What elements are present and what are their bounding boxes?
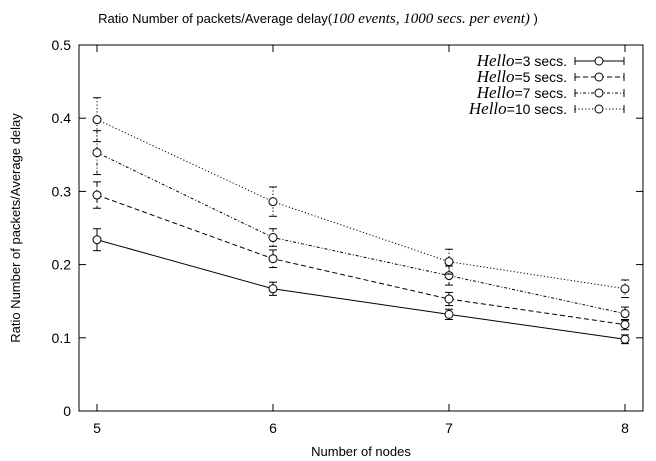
legend-label-italic: Hello bbox=[468, 99, 507, 118]
legend-label-rest: =7 secs. bbox=[514, 85, 567, 101]
data-point bbox=[444, 309, 454, 319]
plot-axes: 0 0.1 0.2 0.3 0.4 0.5 5 6 7 8 bbox=[52, 37, 644, 436]
data-point bbox=[268, 233, 278, 243]
y-tick-label: 0.2 bbox=[52, 257, 72, 273]
legend-label: Hello=10 secs. bbox=[468, 99, 567, 118]
legend-label: Hello=3 secs. bbox=[476, 51, 567, 70]
data-point bbox=[92, 115, 102, 125]
legend-label: Hello=7 secs. bbox=[476, 83, 567, 102]
series-line bbox=[96, 152, 626, 315]
x-axis-label: Number of nodes bbox=[311, 444, 411, 459]
chart-title-suffix: ) bbox=[530, 11, 538, 26]
data-point bbox=[268, 254, 278, 264]
data-point bbox=[268, 284, 278, 294]
legend-label: Hello=5 secs. bbox=[476, 67, 567, 86]
y-tick-label: 0.5 bbox=[52, 37, 72, 53]
legend-label-italic: Hello bbox=[476, 51, 515, 70]
series-line bbox=[96, 194, 626, 326]
x-tick-label: 6 bbox=[269, 420, 277, 436]
plot-frame bbox=[78, 44, 644, 412]
series-4 bbox=[92, 97, 630, 299]
legend-label-italic: Hello bbox=[476, 67, 515, 86]
y-axis-label: Ratio Number of packets/Average delay bbox=[8, 113, 23, 343]
data-point bbox=[620, 334, 630, 344]
series-layer bbox=[92, 97, 630, 345]
legend-label-rest: =3 secs. bbox=[514, 53, 567, 69]
series-line bbox=[96, 119, 626, 290]
x-tick-label: 8 bbox=[621, 420, 629, 436]
chart-title-italic: 100 events, 1000 secs. per event) bbox=[332, 11, 530, 27]
data-point bbox=[444, 271, 454, 281]
legend-label-rest: =5 secs. bbox=[514, 69, 567, 85]
legend-marker bbox=[594, 56, 604, 66]
data-point bbox=[620, 309, 630, 319]
y-tick-label: 0.4 bbox=[52, 110, 72, 126]
x-tick-label: 7 bbox=[445, 420, 453, 436]
legend-marker bbox=[594, 88, 604, 98]
data-point bbox=[92, 190, 102, 200]
data-point bbox=[620, 320, 630, 330]
y-tick-label: 0.3 bbox=[52, 183, 72, 199]
data-point bbox=[92, 148, 102, 158]
series-2 bbox=[92, 181, 630, 331]
data-point bbox=[444, 294, 454, 304]
data-point bbox=[268, 197, 278, 207]
legend: Hello=3 secs.Hello=5 secs.Hello=7 secs.H… bbox=[468, 51, 625, 118]
data-point bbox=[620, 284, 630, 294]
y-tick-label: 0 bbox=[63, 403, 71, 419]
series-1 bbox=[92, 228, 630, 345]
chart-title: Ratio Number of packets/Average delay(10… bbox=[98, 11, 538, 27]
legend-marker bbox=[594, 104, 604, 114]
data-point bbox=[444, 257, 454, 267]
data-point bbox=[92, 235, 102, 245]
series-3 bbox=[92, 130, 630, 321]
y-tick-label: 0.1 bbox=[52, 330, 72, 346]
legend-label-italic: Hello bbox=[476, 83, 515, 102]
chart-title-prefix: Ratio Number of packets/Average delay( bbox=[98, 11, 333, 26]
x-tick-label: 5 bbox=[93, 420, 101, 436]
legend-marker bbox=[594, 72, 604, 82]
legend-label-rest: =10 secs. bbox=[507, 101, 567, 117]
series-line bbox=[96, 239, 626, 340]
